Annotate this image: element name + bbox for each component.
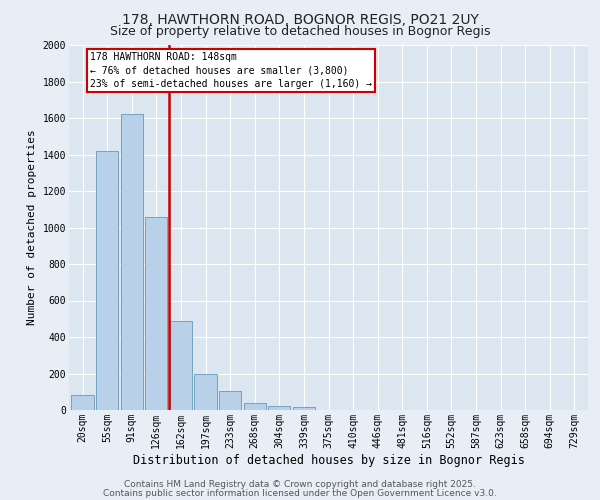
- Bar: [170, 320, 192, 410]
- Y-axis label: Number of detached properties: Number of detached properties: [27, 130, 37, 326]
- Bar: [268, 406, 290, 410]
- Text: 178, HAWTHORN ROAD, BOGNOR REGIS, PO21 2UY: 178, HAWTHORN ROAD, BOGNOR REGIS, PO21 2…: [122, 12, 478, 26]
- Bar: [194, 374, 217, 410]
- Text: 178 HAWTHORN ROAD: 148sqm
← 76% of detached houses are smaller (3,800)
23% of se: 178 HAWTHORN ROAD: 148sqm ← 76% of detac…: [90, 52, 372, 88]
- Bar: [219, 391, 241, 410]
- Bar: [71, 396, 94, 410]
- Bar: [293, 408, 315, 410]
- Text: Size of property relative to detached houses in Bognor Regis: Size of property relative to detached ho…: [110, 25, 490, 38]
- Bar: [244, 402, 266, 410]
- Bar: [145, 216, 167, 410]
- Text: Contains public sector information licensed under the Open Government Licence v3: Contains public sector information licen…: [103, 488, 497, 498]
- Bar: [121, 114, 143, 410]
- Text: Contains HM Land Registry data © Crown copyright and database right 2025.: Contains HM Land Registry data © Crown c…: [124, 480, 476, 489]
- X-axis label: Distribution of detached houses by size in Bognor Regis: Distribution of detached houses by size …: [133, 454, 524, 466]
- Bar: [96, 151, 118, 410]
